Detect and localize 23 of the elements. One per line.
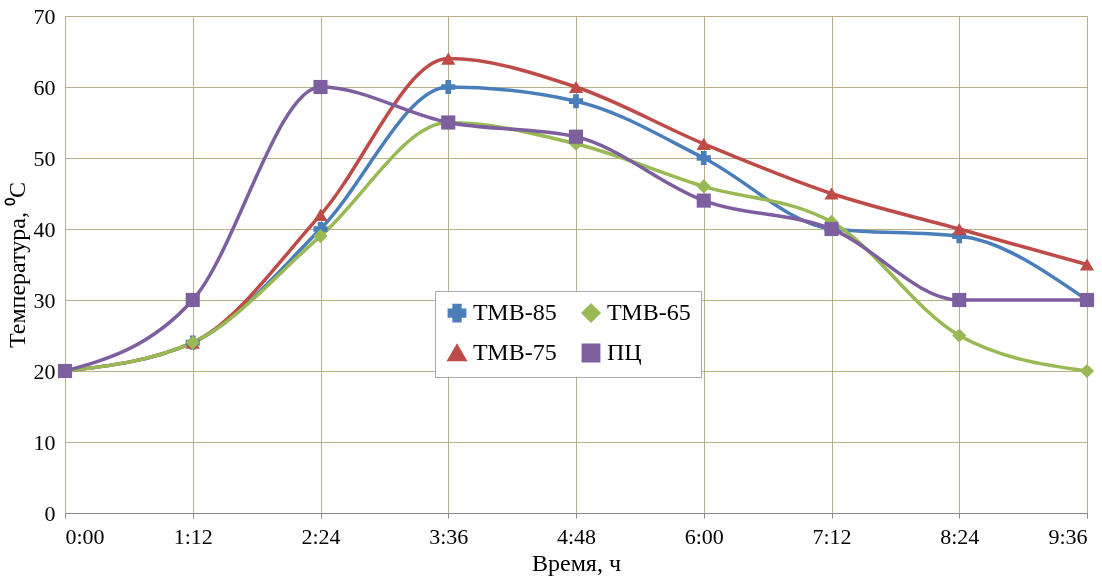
y-tick-label: 0: [44, 500, 56, 526]
x-tick-label: 2:24: [301, 523, 341, 549]
y-tick-label: 60: [33, 74, 56, 100]
legend-label: ТМВ-85: [473, 299, 557, 326]
y-tick-label: 30: [33, 287, 56, 313]
x-tick-label: 3:36: [429, 523, 469, 549]
y-tick-label: 10: [33, 429, 56, 455]
x-tick-label: 8:24: [940, 523, 980, 549]
x-tick-label: 0:00: [65, 523, 105, 549]
y-axis-title: Температура, ⁰C: [3, 182, 30, 348]
y-tick-label: 50: [33, 145, 56, 171]
x-axis-title: Время, ч: [532, 549, 621, 576]
x-tick-label: 1:12: [173, 523, 213, 549]
y-tick-label: 40: [33, 216, 56, 242]
x-tick-label: 6:00: [684, 523, 724, 549]
legend-label: ПЦ: [607, 339, 642, 365]
y-tick-label: 70: [33, 3, 56, 29]
legend-label: ТМВ-75: [473, 339, 557, 365]
x-tick-label: 4:48: [556, 523, 597, 549]
legend-label: ТМВ-65: [607, 299, 691, 326]
y-tick-label: 20: [33, 358, 56, 384]
x-tick-label: 7:12: [812, 523, 852, 549]
x-tick-label: 9:36: [1048, 523, 1088, 549]
